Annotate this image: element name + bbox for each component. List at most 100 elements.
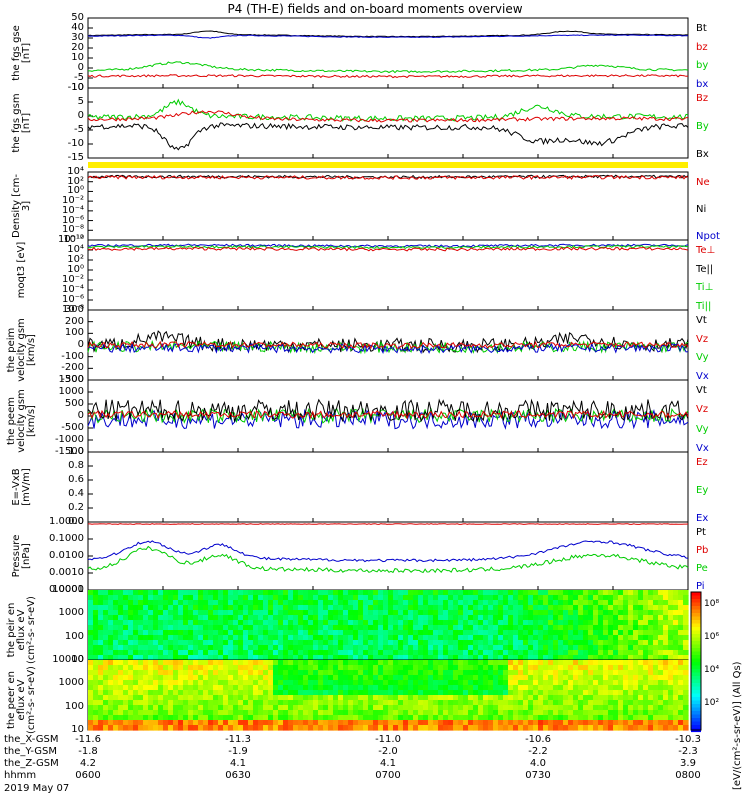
legend-peim-velocity: Vz: [696, 333, 709, 345]
ytick-efield: 0.6: [68, 474, 84, 485]
ephemeris-value: -10.3: [675, 734, 701, 745]
ephemeris-value: 0800: [675, 770, 701, 781]
ephemeris-value: -1.9: [228, 746, 248, 757]
ytick-fgs-gse: 20: [71, 42, 84, 53]
ytick-density: 10⁻⁶: [61, 214, 84, 226]
ephemeris-value: -10.6: [525, 734, 551, 745]
plot-title: P4 (TH-E) fields and on-board moments ov…: [227, 2, 523, 16]
ephemeris-value: 4.2: [80, 758, 96, 769]
panel-frame-fgs-gsm: [87, 87, 689, 159]
legend-peim-velocity: Vt: [696, 315, 707, 326]
legend-fgs-gsm: Bx: [696, 149, 709, 160]
ytick-pressure: 1.0000: [49, 516, 84, 527]
ytick-fgs-gsm: -15: [67, 152, 84, 163]
legend-pressure: Pe: [696, 563, 708, 574]
ylabel-peim-velocity: the peim velocity gsm [km/s]: [6, 318, 37, 382]
series-vt: [87, 398, 689, 423]
ytick-density: 10⁰: [67, 185, 84, 197]
ephemeris-value: -2.2: [528, 746, 548, 757]
ylabel-peem-velocity: the peem velocity gsm [km/s]: [6, 389, 37, 453]
series-by: [87, 98, 689, 122]
ytick-peem-velocity: 1500: [58, 374, 84, 385]
legend-efield: Ez: [696, 457, 708, 468]
ytick-density: 10⁴: [67, 166, 84, 177]
colorbar-tick: 10⁶: [704, 632, 720, 642]
ylabel-fgs-gse: the fgs gse [nT]: [11, 25, 32, 81]
ylabel-peir: the peir en eflux eV (cm²-s- sr-eV): [6, 596, 37, 664]
series-ti-par: [87, 245, 689, 250]
legend-fgs-gse: bx: [696, 79, 709, 90]
ytick-fgs-gse: 30: [71, 32, 84, 43]
legend-peem-velocity: Vx: [696, 443, 709, 454]
ytick-efield: 0.8: [68, 460, 84, 471]
heatmap-peir: [88, 590, 689, 661]
legend-density: Npot: [696, 231, 720, 242]
ytick-pressure: 0.0010: [49, 567, 84, 578]
ytick-fgs-gsm: -5: [74, 124, 84, 135]
legend-fgs-gsm: By: [696, 121, 709, 132]
ytick-fgs-gsm: 0: [77, 110, 84, 121]
ephemeris-value: -11.6: [75, 734, 101, 745]
series-ne: [87, 174, 689, 181]
ytick-density: 10⁻²: [61, 195, 84, 207]
ytick-pressure: 0.0100: [49, 550, 84, 561]
ephemeris-row-label: the_Y-GSM: [4, 746, 58, 757]
ytick-peer: 1000: [58, 677, 84, 689]
ephemeris-value: 4.1: [230, 758, 246, 769]
ylabel-pressure: Pressure [nPa]: [11, 534, 32, 578]
legend-peem-velocity: Vt: [696, 385, 707, 396]
legend-pressure: Pt: [696, 527, 706, 538]
series-pi: [87, 540, 689, 563]
legend-fgs-gse: Bt: [696, 23, 707, 34]
ytick-peem-velocity: -1500: [54, 446, 84, 457]
ytick-density: 10⁻¹⁰: [57, 234, 84, 245]
ytick-fgs-gsm: -10: [67, 138, 84, 149]
ephemeris-value: -11.0: [375, 734, 401, 745]
ytick-peer: 100: [64, 700, 84, 712]
series-bx: [87, 34, 689, 39]
ytick-efield: 0.0: [68, 516, 84, 527]
series-bt: [87, 30, 689, 38]
series-bx: [87, 122, 689, 151]
ytick-peem-velocity: -1000: [54, 434, 84, 445]
panel-frame-fgs-gse: [87, 17, 689, 89]
ytick-peem-velocity: -500: [61, 422, 84, 433]
ephemeris-value: -2.3: [678, 746, 698, 757]
legend-temp: Ti||: [696, 301, 712, 312]
ytick-peim-velocity: -200: [61, 362, 84, 374]
ytick-density: 10²: [67, 175, 84, 187]
legend-temp: Te⊥: [696, 245, 716, 256]
ephemeris-value: 0730: [525, 770, 551, 781]
legend-fgs-gsm: Bz: [696, 93, 709, 104]
yellow-bar: [88, 162, 688, 168]
ylabel-peer: the peer en eflux eV (cm²-s- sr-eV): [6, 666, 37, 734]
ytick-peir: 100: [64, 630, 84, 642]
legend-peem-velocity: Vy: [696, 423, 709, 435]
ephemeris-value: -2.0: [378, 746, 398, 757]
colorbar-tick: 10⁴: [704, 665, 720, 675]
ytick-peir: 10: [71, 654, 84, 665]
legend-fgs-gse: bz: [696, 41, 708, 53]
legend-efield: Ex: [696, 513, 709, 524]
legend-density: Ni: [696, 204, 707, 215]
ytick-temp: 10⁻²: [61, 274, 84, 285]
heatmap-peer: [88, 660, 689, 731]
series-vt: [87, 330, 689, 354]
legend-fgs-gse: by: [696, 60, 709, 72]
ytick-temp: 10⁻⁶: [61, 294, 84, 305]
date-label: 2019 May 07: [4, 783, 70, 794]
series-te: [87, 246, 689, 252]
ytick-fgs-gse: 40: [71, 22, 84, 33]
ytick-peem-velocity: 500: [64, 398, 84, 409]
ytick-peem-velocity: 1000: [58, 386, 84, 397]
ytick-peim-velocity: 300: [64, 304, 84, 315]
ytick-peim-velocity: 0: [77, 339, 84, 350]
panel-frame-efield: [87, 451, 689, 523]
ytick-temp: 10²: [67, 254, 84, 265]
ephemeris-row-label: the_X-GSM: [4, 734, 59, 745]
legend-peim-velocity: Vy: [696, 352, 709, 364]
ytick-temp: 10⁰: [67, 264, 84, 275]
series-pb: [88, 523, 689, 525]
ytick-pressure: 0.0001: [49, 584, 84, 595]
